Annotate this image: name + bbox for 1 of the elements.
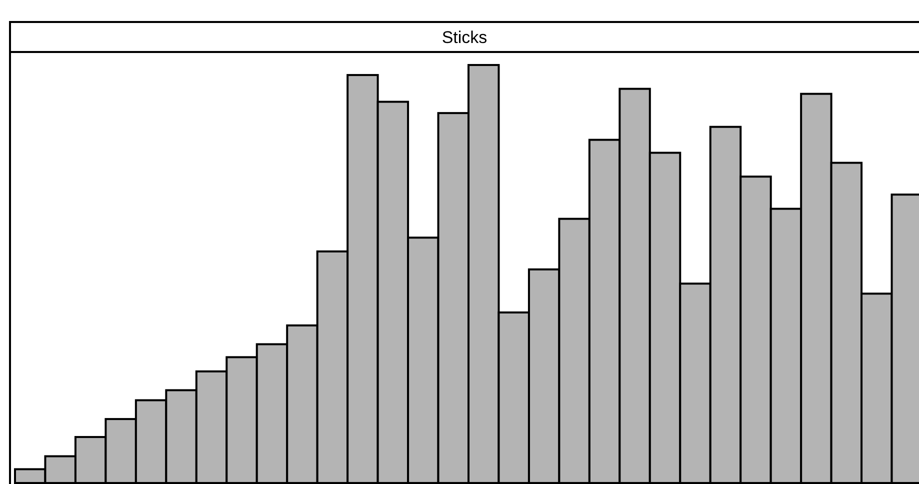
chart-title: Sticks <box>442 28 488 47</box>
